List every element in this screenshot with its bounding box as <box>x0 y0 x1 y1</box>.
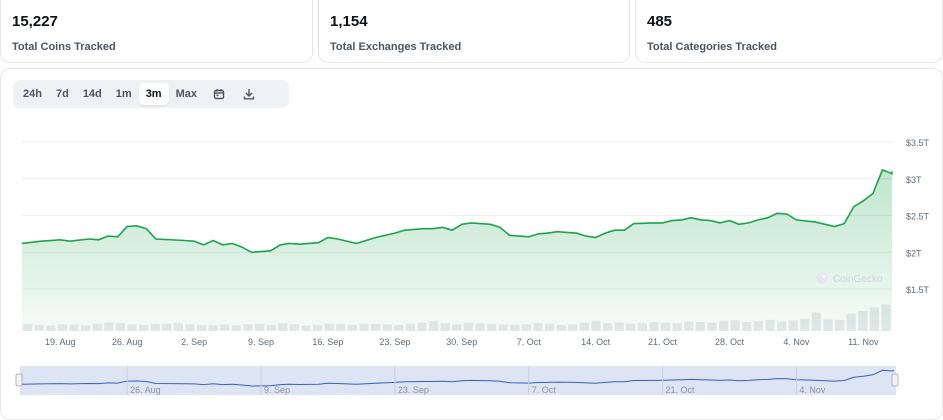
stat-card-coins: 15,227 Total Coins Tracked <box>0 0 313 63</box>
navigator-tick-label: 26. Aug <box>130 385 161 395</box>
stat-label: Total Coins Tracked <box>12 41 116 53</box>
x-tick-label: 26. Aug <box>112 337 143 347</box>
y-axis-labels: $3.5T $3T $2.5T $2T $1.5T <box>906 138 930 295</box>
stat-label: Total Categories Tracked <box>647 41 778 53</box>
stat-card-exchanges: 1,154 Total Exchanges Tracked <box>318 0 630 63</box>
range-3m-button[interactable]: 3m <box>138 83 169 105</box>
x-tick-label: 14. Oct <box>581 337 611 347</box>
navigator-tick-label: 23. Sep <box>398 385 429 395</box>
stat-label: Total Exchanges Tracked <box>330 41 462 53</box>
navigator-tick-label: 21. Oct <box>666 385 696 395</box>
range-max-button[interactable]: Max <box>175 88 197 100</box>
navigator-labels: 26. Aug 9. Sep 23. Sep 7. Oct 21. Oct 4. Nov <box>126 366 826 395</box>
x-tick-label: 16. Sep <box>312 337 343 347</box>
x-tick-label: 19. Aug <box>45 337 76 347</box>
stat-value: 485 <box>647 13 673 30</box>
x-tick-label: 2. Sep <box>181 337 207 347</box>
navigator-line <box>21 369 895 387</box>
coingecko-watermark: CoinGecko <box>816 272 883 285</box>
y-tick-label: $3.5T <box>906 138 930 148</box>
navigator-tick-label: 7. Oct <box>532 385 557 395</box>
x-tick-label: 30. Sep <box>446 337 477 347</box>
x-tick-label: 4. Nov <box>783 337 810 347</box>
range-14d-button[interactable]: 14d <box>82 88 102 100</box>
stat-value: 15,227 <box>12 13 58 30</box>
market-cap-line <box>21 168 893 254</box>
navigator-right-handle[interactable] <box>891 373 899 387</box>
stat-card-categories: 485 Total Categories Tracked <box>635 0 943 63</box>
range-24h-button[interactable]: 24h <box>23 88 42 100</box>
x-tick-label: 28. Oct <box>715 337 745 347</box>
watermark-text: CoinGecko <box>833 274 883 285</box>
navigator-tick-label: 9. Sep <box>264 385 290 395</box>
y-tick-label: $3T <box>906 175 922 185</box>
x-tick-label: 23. Sep <box>379 337 410 347</box>
x-tick-label: 7. Oct <box>517 337 542 347</box>
range-toolbar: 24h 7d 14d 1m 3m Max <box>13 80 289 108</box>
x-tick-label: 21. Oct <box>648 337 678 347</box>
navigator-left-handle[interactable] <box>15 373 23 387</box>
calendar-icon[interactable] <box>204 83 234 105</box>
market-cap-area <box>22 169 892 331</box>
market-cap-chart-card: 24h 7d 14d 1m 3m Max $3.5T $3T $2.5T $2T $1.… <box>0 68 943 420</box>
download-icon[interactable] <box>234 83 264 105</box>
stat-value: 1,154 <box>330 13 368 30</box>
market-cap-chart[interactable]: $3.5T $3T $2.5T $2T $1.5T 19. Aug 26. Aug 2. S… <box>1 69 942 419</box>
range-7d-button[interactable]: 7d <box>55 88 69 100</box>
range-1m-button[interactable]: 1m <box>115 88 132 100</box>
y-tick-label: $2.5T <box>906 212 930 222</box>
y-tick-label: $1.5T <box>906 285 930 295</box>
x-axis-labels: 19. Aug 26. Aug 2. Sep 9. Sep 16. Sep 23. Sep… <box>45 337 879 347</box>
x-tick-label: 11. Nov <box>848 337 879 347</box>
x-tick-label: 9. Sep <box>248 337 274 347</box>
navigator-tick-label: 4. Nov <box>799 385 826 395</box>
y-tick-label: $2T <box>906 248 922 258</box>
range-navigator[interactable]: 26. Aug 9. Sep 23. Sep 7. Oct 21. Oct 4. Nov <box>15 366 899 395</box>
